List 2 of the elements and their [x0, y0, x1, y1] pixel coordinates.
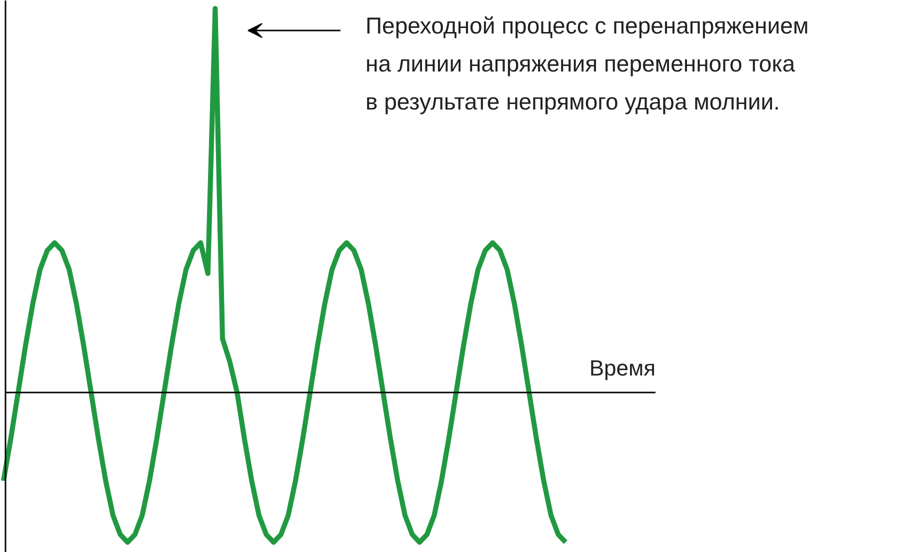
x-axis-title: Время [589, 356, 656, 380]
annotation: Переходной процесс с перенапряжением на линии напряжения переменного тока в результате непрямого удара молнии. [366, 12, 809, 114]
